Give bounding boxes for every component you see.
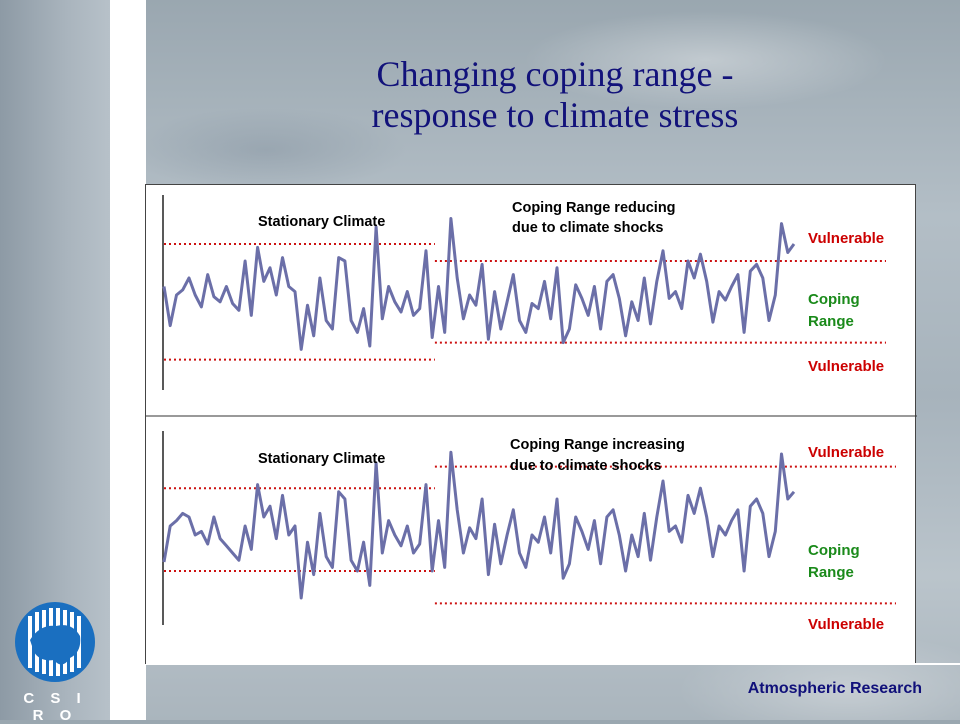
bottom-climate-series: [162, 450, 796, 600]
title-line-1: Changing coping range -: [376, 54, 734, 94]
top-stationary-label: Stationary Climate: [258, 214, 385, 230]
footer-text: Atmospheric Research: [747, 680, 922, 697]
white-vertical-band: [110, 0, 146, 720]
bottom-change-label-1: Coping Range increasing: [510, 437, 685, 453]
slide-title: Changing coping range - response to clim…: [150, 54, 960, 136]
bottom-change-label-2: due to climate shocks: [510, 458, 662, 474]
top-change-label-2: due to climate shocks: [512, 220, 664, 236]
top-climate-series: [162, 217, 796, 351]
top-panel: Stationary Climate Coping Range reducing…: [162, 195, 886, 390]
top-vulnerable-lower-label: Vulnerable: [808, 358, 884, 375]
top-change-label-1: Coping Range reducing: [512, 200, 676, 216]
csiro-logo-mark: [15, 602, 95, 682]
bottom-coping-label-1: Coping: [808, 542, 860, 559]
bottom-stationary-label: Stationary Climate: [258, 451, 385, 467]
title-line-2: response to climate stress: [371, 95, 739, 135]
csiro-logo: C S I R O: [10, 600, 100, 724]
top-vulnerable-upper-label: Vulnerable: [808, 230, 884, 247]
left-background-strip: [0, 0, 110, 720]
bottom-vulnerable-upper-label: Vulnerable: [808, 444, 884, 461]
top-threshold-lines: [164, 243, 886, 361]
top-coping-label-1: Coping: [808, 291, 860, 308]
diagram-svg: Stationary Climate Coping Range reducing…: [146, 195, 917, 633]
bottom-coping-label-2: Range: [808, 564, 854, 581]
coping-range-diagram: Stationary Climate Coping Range reducing…: [145, 184, 917, 664]
footer-divider: [146, 663, 960, 665]
top-coping-label-2: Range: [808, 313, 854, 330]
bottom-panel: Stationary Climate Coping Range increasi…: [162, 431, 896, 633]
csiro-logo-text: C S I R O: [23, 690, 87, 724]
bottom-vulnerable-lower-label: Vulnerable: [808, 616, 884, 633]
